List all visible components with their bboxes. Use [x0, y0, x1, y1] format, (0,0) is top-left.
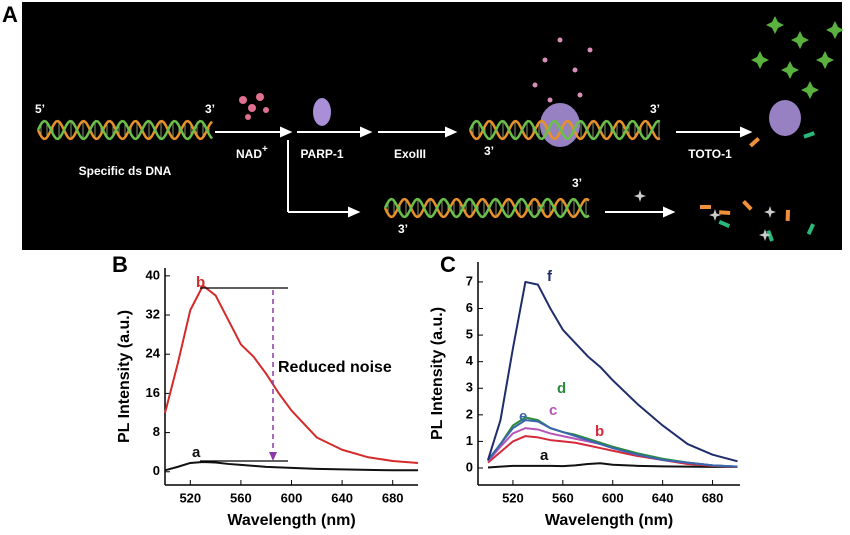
dye-star: [764, 206, 776, 218]
series-label: e: [519, 408, 527, 425]
strand: [36, 119, 213, 141]
y-tick-label: 4: [466, 353, 474, 368]
parp-icon: [313, 98, 331, 126]
fragment: [742, 200, 753, 211]
series-line: [164, 460, 418, 472]
strand: [383, 197, 590, 219]
x-axis-label: Wavelength (nm): [545, 512, 673, 529]
y-tick-label: 1: [466, 433, 473, 448]
series-line: [487, 280, 738, 463]
fragment: [785, 209, 790, 221]
series-label: a: [192, 444, 201, 461]
par-chain: [542, 57, 548, 63]
y-axis-label: PL Intensity (a.u.): [429, 307, 446, 440]
x-tick-label: 560: [230, 490, 252, 505]
dye-star: [759, 229, 771, 241]
fragment: [700, 205, 711, 209]
y-tick-label: 6: [466, 300, 473, 315]
par-chain: [572, 67, 578, 73]
x-tick-label: 520: [502, 490, 524, 505]
fragment: [806, 223, 815, 235]
toto-star: [766, 16, 784, 34]
parp-bound: [769, 100, 801, 136]
x-tick-label: 680: [702, 490, 724, 505]
strand: [383, 197, 590, 219]
par-chain: [532, 82, 538, 88]
strand: [468, 119, 661, 141]
nad-label: NAD+: [236, 144, 268, 162]
series-label: d: [557, 380, 566, 397]
series-line: [487, 419, 738, 468]
nad-text: NAD: [236, 147, 262, 161]
fragment: [803, 131, 816, 139]
toto-label: TOTO-1: [688, 147, 732, 161]
y-tick-label: 40: [146, 267, 160, 282]
series-line: [164, 284, 419, 464]
x-tick-label: 680: [382, 490, 404, 505]
toto-star: [801, 81, 819, 99]
dye-star: [709, 209, 721, 221]
x-axis-label: Wavelength (nm): [227, 512, 355, 529]
strand: [36, 119, 213, 141]
panel-label: C: [440, 252, 456, 277]
y-tick-label: 3: [466, 380, 473, 395]
series-label: c: [549, 402, 557, 419]
fragment: [719, 210, 731, 215]
parp-label: PARP-1: [300, 147, 343, 161]
series-label: f: [547, 268, 553, 285]
scheme: 5’ 3’ Specific ds DNA NAD+ PARP-1 ExoIII…: [35, 16, 844, 242]
toto-star: [826, 21, 844, 39]
fragment: [749, 137, 760, 148]
par-chain: [547, 97, 553, 103]
y-tick-label: 16: [146, 385, 160, 400]
exo-label: ExoIII: [394, 147, 426, 161]
y-tick-label: 32: [146, 306, 160, 321]
series-line: [487, 462, 738, 469]
x-tick-label: 600: [281, 490, 303, 505]
strand: [468, 119, 661, 141]
series-label: a: [540, 447, 549, 464]
y-tick-label: 5: [466, 327, 473, 342]
y-tick-label: 8: [153, 424, 160, 439]
par-chain: [557, 37, 563, 43]
nad-sup: +: [262, 144, 268, 155]
fragment: [718, 219, 731, 228]
panel-label: A: [2, 2, 18, 27]
x-tick-label: 640: [652, 490, 674, 505]
par-chain: [587, 47, 593, 53]
toto-star: [751, 51, 769, 69]
y-tick-label: 2: [466, 406, 473, 421]
x-tick-label: 560: [552, 490, 574, 505]
y-axis-label: PL Intensity (a.u.): [116, 310, 133, 443]
noise-arrow-head: [269, 452, 277, 461]
strand-end: 3’: [398, 222, 408, 236]
y-tick-label: 24: [146, 346, 161, 361]
x-tick-label: 640: [331, 490, 353, 505]
x-tick-label: 600: [602, 490, 624, 505]
x-tick-label: 520: [179, 490, 201, 505]
toto-star: [791, 31, 809, 49]
panel-label: B: [112, 252, 128, 277]
y-tick-label: 7: [466, 273, 473, 288]
strand-end: 3’: [484, 144, 494, 158]
fragment: [766, 230, 774, 242]
series-label: b: [595, 423, 604, 440]
y-tick-label: 0: [153, 463, 160, 478]
strand-end: 3’: [650, 102, 660, 116]
toto-star: [816, 51, 834, 69]
series-line: [487, 435, 738, 468]
dye-star: [634, 190, 646, 202]
y-tick-label: 0: [466, 459, 473, 474]
par-chain: [577, 92, 583, 98]
nad-cluster: [239, 93, 269, 120]
series-label: b: [196, 274, 205, 291]
arrows: [215, 126, 753, 218]
strand-end: 3’: [572, 176, 582, 190]
toto-star: [781, 61, 799, 79]
strand-end: 5’: [35, 102, 45, 116]
annotation: Reduced noise: [278, 359, 392, 376]
strand-end: 3’: [205, 102, 215, 116]
dna-label: Specific ds DNA: [79, 164, 172, 178]
